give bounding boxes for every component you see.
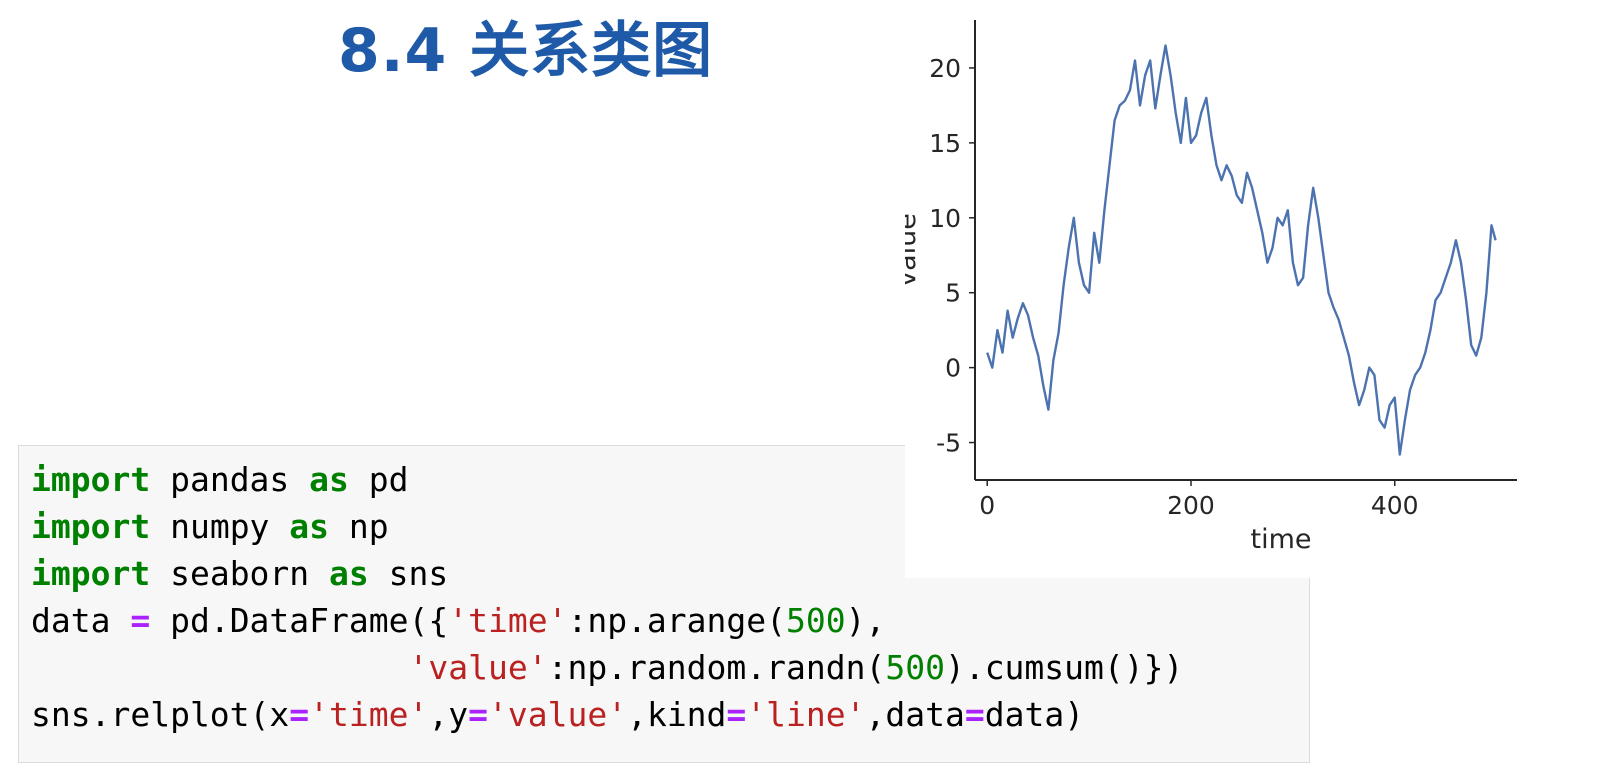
code-line-6: sns.relplot(x='time',y='value',kind='lin… (31, 691, 1183, 738)
code-string: 'line' (746, 695, 866, 734)
code-text: ), (845, 601, 886, 640)
code-keyword: import (31, 460, 151, 499)
x-axis-label: time (1250, 524, 1311, 555)
code-keyword: import (31, 554, 151, 593)
x-tick-label: 200 (1167, 491, 1215, 520)
x-tick-label: 0 (979, 491, 995, 520)
code-keyword: as (309, 460, 349, 499)
code-text: data (31, 601, 131, 640)
x-tick-label: 400 (1371, 491, 1419, 520)
code-text: ,kind (627, 695, 727, 734)
code-text: pandas (150, 460, 310, 499)
code-string: 'value' (408, 648, 548, 687)
code-operator: = (289, 695, 310, 734)
series-line (986, 44, 1497, 456)
code-string: 'time' (309, 695, 429, 734)
code-string: 'time' (448, 601, 568, 640)
y-tick-label: 5 (945, 279, 961, 308)
code-operator: = (130, 601, 151, 640)
slide-title: 8.4 关系类图 (338, 16, 714, 86)
y-axis-label: value (905, 213, 922, 287)
code-keyword: import (31, 507, 151, 546)
plot-output: 0 200 400 -5 0 5 10 15 20 time value (905, 0, 1624, 578)
code-text: ,data (865, 695, 965, 734)
code-line-1: import pandas as pd (31, 456, 1183, 503)
code-text: :np.arange( (567, 601, 786, 640)
code-text: numpy (150, 507, 290, 546)
code-text: ,y (428, 695, 469, 734)
code-line-3: import seaborn as sns (31, 550, 1183, 597)
code-string: 'value' (488, 695, 628, 734)
code-text: :np.random.randn( (547, 648, 886, 687)
code-text: ).cumsum()}) (944, 648, 1184, 687)
code-text: sns.relplot(x (31, 695, 290, 734)
code-text: pd.DataFrame({ (150, 601, 449, 640)
code-number: 500 (885, 648, 945, 687)
code-text: pd (348, 460, 409, 499)
y-tick-label: 15 (929, 129, 961, 158)
code-text: sns (368, 554, 449, 593)
code-block: import pandas as pd import numpy as np imp… (31, 456, 1183, 738)
code-line-2: import numpy as np (31, 503, 1183, 550)
ticks: 0 200 400 -5 0 5 10 15 20 (929, 54, 1418, 520)
y-tick-label: 0 (945, 354, 961, 383)
code-indent (31, 648, 409, 687)
y-tick-label: -5 (936, 429, 961, 458)
code-text: seaborn (150, 554, 330, 593)
y-tick-label: 10 (929, 204, 961, 233)
code-operator: = (726, 695, 747, 734)
code-keyword: as (329, 554, 369, 593)
y-tick-label: 20 (929, 54, 961, 83)
code-keyword: as (289, 507, 330, 546)
line-chart: 0 200 400 -5 0 5 10 15 20 time value (905, 20, 1517, 555)
code-operator: = (468, 695, 488, 734)
code-text: np (329, 507, 389, 546)
code-line-5: 'value':np.random.randn(500).cumsum()}) (31, 644, 1184, 691)
code-operator: = (964, 695, 985, 734)
code-text: data) (984, 695, 1085, 734)
code-number: 500 (786, 601, 846, 640)
code-line-4: data = pd.DataFrame({'time':np.arange(50… (31, 597, 1183, 644)
axes (974, 20, 1517, 481)
